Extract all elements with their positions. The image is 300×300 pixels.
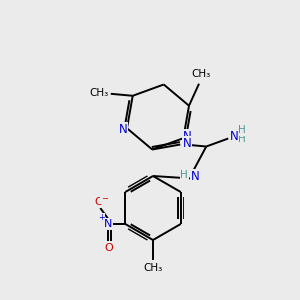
- Text: H: H: [238, 134, 246, 145]
- Text: N: N: [191, 170, 200, 183]
- Text: N: N: [230, 130, 239, 143]
- Text: H: H: [180, 170, 188, 181]
- Text: N: N: [118, 123, 127, 136]
- Text: +: +: [98, 214, 105, 223]
- Text: N: N: [183, 130, 192, 143]
- Text: O: O: [94, 197, 103, 207]
- Text: CH₃: CH₃: [89, 88, 108, 98]
- Text: N: N: [104, 219, 112, 229]
- Text: −: −: [101, 194, 108, 203]
- Text: H: H: [238, 125, 246, 136]
- Text: N: N: [183, 137, 192, 150]
- Text: CH₃: CH₃: [143, 263, 163, 273]
- Text: O: O: [104, 243, 113, 253]
- Text: CH₃: CH₃: [191, 69, 211, 79]
